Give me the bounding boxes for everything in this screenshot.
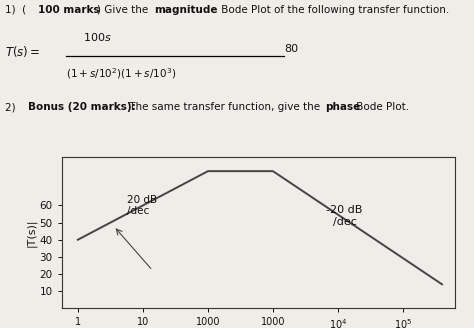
Text: 1)  (: 1) ( bbox=[5, 5, 26, 15]
Text: Bode Plot of the following transfer function.: Bode Plot of the following transfer func… bbox=[218, 5, 449, 15]
Text: $T(s) =$: $T(s) =$ bbox=[5, 44, 40, 59]
Text: 80: 80 bbox=[284, 44, 299, 54]
Text: The same transfer function, give the: The same transfer function, give the bbox=[126, 102, 323, 112]
Text: phase: phase bbox=[325, 102, 360, 112]
Text: Bonus (20 marks):: Bonus (20 marks): bbox=[28, 102, 136, 112]
Text: -20 dB
/dec: -20 dB /dec bbox=[326, 205, 363, 227]
Y-axis label: |T(s)|: |T(s)| bbox=[26, 219, 36, 247]
Text: ) Give the: ) Give the bbox=[97, 5, 152, 15]
Text: 2): 2) bbox=[5, 102, 22, 112]
Text: 100 marks: 100 marks bbox=[38, 5, 100, 15]
Text: $100s$: $100s$ bbox=[83, 31, 112, 44]
Text: Bode Plot.: Bode Plot. bbox=[353, 102, 409, 112]
Text: magnitude: magnitude bbox=[154, 5, 218, 15]
Text: $(1+s/10^2)(1+s/10^3)$: $(1+s/10^2)(1+s/10^3)$ bbox=[66, 66, 176, 81]
Text: 20 dB
/dec: 20 dB /dec bbox=[127, 195, 157, 216]
